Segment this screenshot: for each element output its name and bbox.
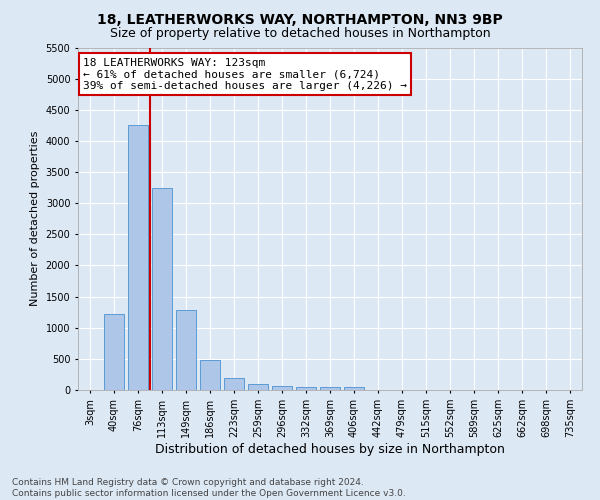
Bar	[200, 360, 220, 390]
Bar	[104, 314, 124, 390]
Text: Contains HM Land Registry data © Crown copyright and database right 2024.
Contai: Contains HM Land Registry data © Crown c…	[12, 478, 406, 498]
Bar	[128, 126, 148, 390]
Bar	[272, 386, 292, 390]
Text: 18, LEATHERWORKS WAY, NORTHAMPTON, NN3 9BP: 18, LEATHERWORKS WAY, NORTHAMPTON, NN3 9…	[97, 12, 503, 26]
Y-axis label: Number of detached properties: Number of detached properties	[30, 131, 40, 306]
Text: 18 LEATHERWORKS WAY: 123sqm
← 61% of detached houses are smaller (6,724)
39% of : 18 LEATHERWORKS WAY: 123sqm ← 61% of det…	[83, 58, 407, 91]
Text: Size of property relative to detached houses in Northampton: Size of property relative to detached ho…	[110, 28, 490, 40]
Bar	[224, 378, 244, 390]
Bar	[152, 188, 172, 390]
Bar	[344, 387, 364, 390]
Bar	[320, 387, 340, 390]
Bar	[248, 384, 268, 390]
X-axis label: Distribution of detached houses by size in Northampton: Distribution of detached houses by size …	[155, 442, 505, 456]
Bar	[296, 387, 316, 390]
Bar	[176, 310, 196, 390]
